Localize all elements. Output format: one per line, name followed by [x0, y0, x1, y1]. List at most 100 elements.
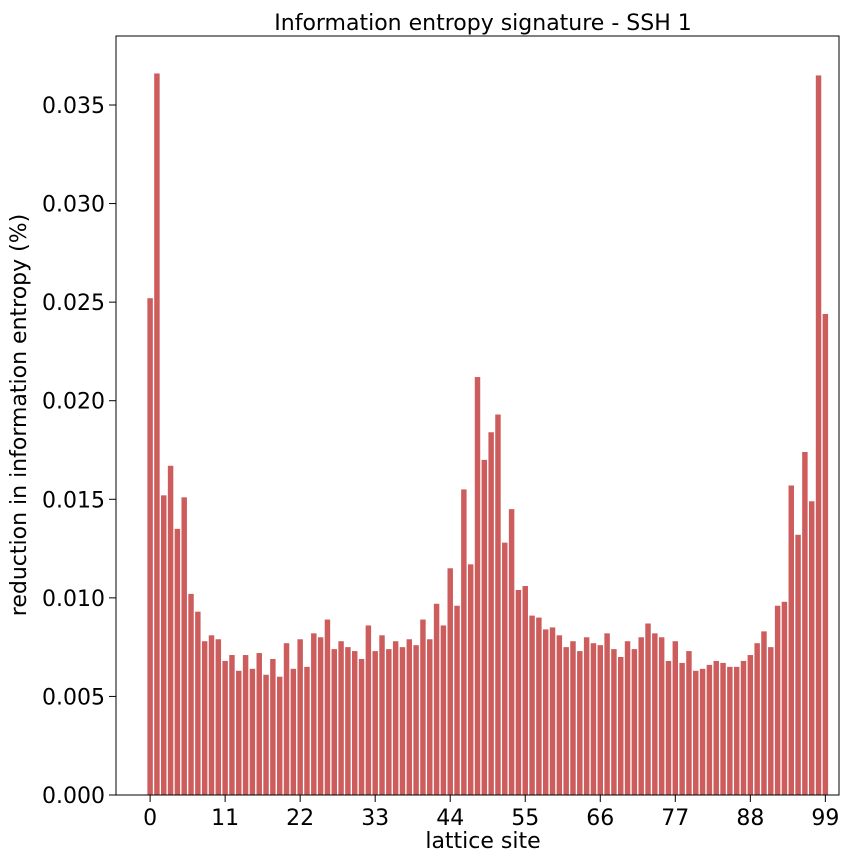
bar-site-43	[440, 625, 447, 795]
bar-site-70	[624, 641, 631, 795]
x-tick-label: 33	[361, 806, 389, 831]
bar-site-65	[590, 643, 597, 795]
bar-site-50	[488, 432, 494, 795]
x-tick-label: 77	[661, 806, 689, 831]
bar-site-48	[474, 377, 481, 795]
y-tick-label: 0.030	[42, 193, 105, 218]
bar-site-72	[638, 637, 644, 795]
x-tick-label: 11	[211, 806, 239, 831]
bar-site-0	[147, 298, 153, 795]
bar-site-7	[195, 611, 201, 795]
chart-title: Information entropy signature - SSH 1	[274, 11, 691, 36]
bar-site-64	[583, 637, 590, 795]
bar-site-66	[597, 645, 604, 795]
bar-site-52	[502, 542, 508, 795]
bar-site-81	[699, 668, 706, 795]
bar-site-53	[508, 509, 515, 795]
bar-site-68	[611, 649, 617, 795]
bar-site-94	[788, 485, 794, 795]
bar-site-58	[542, 629, 549, 795]
bar-site-13	[236, 670, 242, 795]
bar-site-63	[577, 651, 583, 795]
bar-site-1	[154, 73, 160, 795]
x-axis-label: lattice site	[425, 829, 540, 854]
bar-site-23	[304, 666, 310, 795]
bar-site-44	[447, 568, 453, 795]
bar-site-60	[556, 635, 563, 795]
bar-site-99	[822, 313, 829, 795]
bar-site-22	[297, 639, 303, 795]
bar-site-89	[754, 643, 760, 795]
bar-site-12	[229, 655, 235, 795]
bar-site-29	[345, 647, 351, 795]
bar-site-17	[263, 674, 269, 795]
bar-site-37	[399, 647, 406, 795]
bar-site-67	[604, 633, 610, 795]
bar-site-57	[536, 617, 542, 795]
bar-site-45	[454, 605, 460, 795]
y-tick-label: 0.020	[42, 390, 105, 415]
x-tick-label: 55	[511, 806, 539, 831]
y-tick-label: 0.015	[42, 488, 105, 513]
bar-site-77	[672, 641, 679, 795]
bar-site-59	[549, 627, 556, 795]
bar-site-84	[720, 662, 726, 795]
bar-site-18	[270, 658, 276, 795]
bar-site-91	[768, 647, 774, 795]
x-tick-label: 99	[811, 806, 839, 831]
bar-site-28	[338, 641, 344, 795]
bar-site-51	[495, 414, 501, 795]
plot-frame	[115, 35, 840, 796]
bar-site-8	[201, 641, 208, 795]
x-axis: 0 11 22 33 44 55 66 77 88 99	[143, 795, 839, 831]
y-tick-label: 0.000	[42, 784, 105, 809]
bars-group	[147, 73, 829, 795]
bar-site-76	[665, 660, 672, 795]
bar-site-3	[167, 465, 174, 795]
x-tick-label: 88	[736, 806, 764, 831]
bar-site-16	[256, 653, 262, 795]
bar-site-27	[331, 649, 337, 795]
bar-site-19	[276, 676, 283, 795]
bar-site-24	[311, 633, 317, 795]
bar-site-92	[774, 605, 781, 795]
bar-site-25	[317, 637, 324, 795]
y-tick-label: 0.005	[42, 685, 105, 710]
bar-site-40	[420, 619, 426, 795]
bar-site-96	[802, 451, 808, 795]
bar-site-49	[481, 459, 488, 795]
y-tick-label: 0.025	[42, 291, 105, 316]
bar-site-93	[781, 601, 788, 795]
bar-site-69	[618, 657, 624, 795]
bar-site-9	[208, 635, 215, 795]
bar-site-75	[658, 637, 665, 795]
bar-site-38	[406, 639, 413, 795]
bar-site-78	[679, 662, 685, 795]
y-axis: 0.000 0.005 0.010 0.015 0.020 0.025 0.030 0.035	[42, 94, 116, 809]
x-tick-label: 44	[436, 806, 464, 831]
bar-site-47	[467, 564, 474, 795]
bar-site-41	[427, 639, 433, 795]
bar-site-95	[795, 534, 801, 795]
bar-site-11	[222, 660, 228, 795]
bar-site-14	[242, 655, 249, 795]
bar-site-30	[351, 651, 358, 795]
bar-site-33	[372, 651, 378, 795]
x-tick-label: 66	[586, 806, 614, 831]
bar-site-82	[706, 664, 713, 795]
bar-site-83	[713, 660, 719, 795]
bar-site-90	[761, 631, 767, 795]
bar-site-87	[740, 660, 747, 795]
bar-site-56	[529, 615, 535, 795]
bar-site-31	[358, 658, 365, 795]
bar-site-36	[392, 641, 399, 795]
y-tick-label: 0.010	[42, 587, 105, 612]
bar-site-34	[379, 635, 385, 795]
bar-site-88	[747, 655, 754, 795]
bar-site-6	[188, 593, 194, 795]
bar-site-20	[283, 643, 290, 795]
bar-site-54	[515, 589, 522, 795]
bar-site-85	[727, 666, 733, 795]
y-tick-label: 0.035	[42, 94, 105, 119]
